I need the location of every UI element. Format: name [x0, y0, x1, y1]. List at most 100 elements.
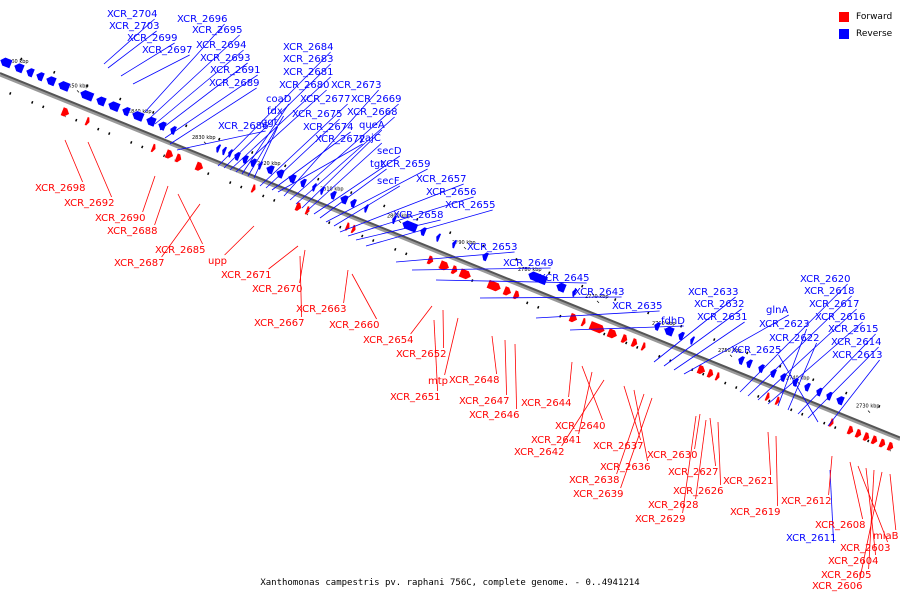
tick-label: 2790 kbp	[452, 240, 476, 246]
gene-body	[825, 391, 834, 402]
reverse-leader-line	[333, 185, 401, 227]
strand-dash	[658, 354, 661, 358]
reverse-leader-line	[241, 103, 290, 175]
gene-body	[193, 160, 204, 172]
strand-dash	[152, 110, 155, 114]
reverse-leader-line	[319, 168, 387, 219]
gene-body	[107, 100, 122, 113]
reverse-gene	[299, 178, 308, 189]
forward-gene	[639, 341, 646, 352]
forward-leader-line	[142, 175, 156, 213]
reverse-gene-label: XCR_2693	[200, 53, 251, 64]
forward-leader-line	[857, 465, 888, 543]
reverse-gene-label: XCR_2617	[809, 299, 860, 310]
reverse-gene	[257, 160, 264, 171]
forward-gene-label: XCR_2612	[781, 496, 832, 507]
reverse-gene-label: XCR_2674	[303, 122, 354, 133]
reverse-leader-line	[325, 168, 428, 223]
reverse-gene	[349, 198, 358, 209]
strand-dash	[273, 198, 276, 202]
tick-label: 2820 kbp	[257, 161, 281, 167]
reverse-leader-line	[313, 155, 401, 215]
reverse-gene	[757, 363, 766, 374]
reverse-leader-line	[283, 89, 379, 197]
reverse-leader-line	[277, 143, 363, 193]
forward-gene-label: XCR_2660	[329, 320, 380, 331]
reverse-gene-label: XCR_2618	[804, 286, 855, 297]
strand-dash	[757, 394, 760, 398]
forward-leader-line	[620, 397, 653, 489]
reverse-gene-label: XCR_2673	[331, 80, 382, 91]
reverse-gene-label: XCR_2675	[292, 109, 343, 120]
reverse-leader-line	[395, 251, 515, 263]
reverse-leader-line	[347, 196, 474, 237]
forward-gene	[149, 143, 156, 153]
legend-reverse-label: Reverse	[856, 28, 893, 39]
forward-gene-label: XCR_2671	[221, 270, 272, 281]
reverse-gene-label: XCR_2703	[109, 21, 160, 32]
reverse-leader-line	[435, 279, 587, 284]
gene-body	[349, 198, 358, 209]
forward-gene	[605, 327, 618, 339]
tick-mark	[867, 410, 871, 413]
gene-body	[605, 327, 618, 339]
reverse-leader-line	[164, 74, 258, 139]
reverse-gene-label: XCR_2696	[177, 14, 228, 25]
strand-dash	[647, 311, 650, 315]
strand-dash	[779, 364, 782, 368]
forward-leader-line	[351, 273, 377, 320]
legend-forward: Forward	[839, 8, 892, 25]
tick-label: 2750 kbp	[718, 348, 742, 354]
gene-body	[303, 205, 310, 216]
forward-gene	[59, 106, 70, 118]
forward-gene-label: XCR_2685	[155, 245, 206, 256]
reverse-leader-line	[229, 76, 331, 171]
gene-body	[689, 335, 696, 346]
gene-body	[845, 424, 854, 436]
forward-leader-line	[695, 419, 707, 500]
reverse-leader-line	[253, 126, 278, 179]
forward-gene	[303, 205, 310, 216]
strand-dash	[394, 247, 397, 251]
reverse-gene	[329, 190, 338, 201]
strand-dash	[713, 338, 716, 342]
reverse-leader-line	[339, 183, 464, 233]
gene-body	[677, 331, 686, 342]
forward-gene	[827, 417, 834, 428]
forward-gene-label: XCR_2627	[668, 467, 719, 478]
strand-dash	[350, 191, 353, 195]
reverse-gene-label: XCR_2653	[467, 242, 518, 253]
gene-body	[773, 395, 780, 406]
legend-forward-label: Forward	[856, 11, 893, 22]
forward-gene	[713, 371, 720, 382]
strand-dash	[812, 378, 815, 382]
reverse-leader-line	[103, 18, 155, 65]
strand-dash	[746, 351, 749, 355]
reverse-leader-line	[265, 118, 340, 189]
strand-dash	[229, 181, 232, 185]
strand-dash	[339, 225, 342, 229]
forward-gene	[845, 424, 854, 436]
forward-gene	[293, 201, 302, 212]
gene-body	[877, 437, 886, 448]
forward-gene	[425, 254, 434, 265]
gene-body	[737, 355, 746, 366]
reverse-gene	[121, 106, 132, 117]
reverse-gene-label: XCR_2699	[127, 33, 178, 44]
reverse-leader-line	[663, 308, 742, 367]
forward-gene-label: XCR_2690	[95, 213, 146, 224]
forward-leader-line	[514, 343, 517, 410]
strand-dash	[317, 177, 320, 181]
forward-gene-label: mtp	[428, 376, 448, 387]
reverse-gene	[275, 168, 286, 180]
gene-body	[95, 95, 108, 108]
reverse-leader-line	[569, 325, 684, 331]
strand-dash	[31, 100, 34, 104]
forward-leader-line	[154, 185, 169, 226]
gene-body	[265, 164, 276, 176]
forward-gene-label: XCR_2698	[35, 183, 86, 194]
forward-gene	[885, 441, 894, 452]
forward-leader-line	[581, 365, 603, 421]
reverse-gene-label: XCR_2677	[300, 94, 351, 105]
reverse-leader-line	[829, 469, 834, 544]
